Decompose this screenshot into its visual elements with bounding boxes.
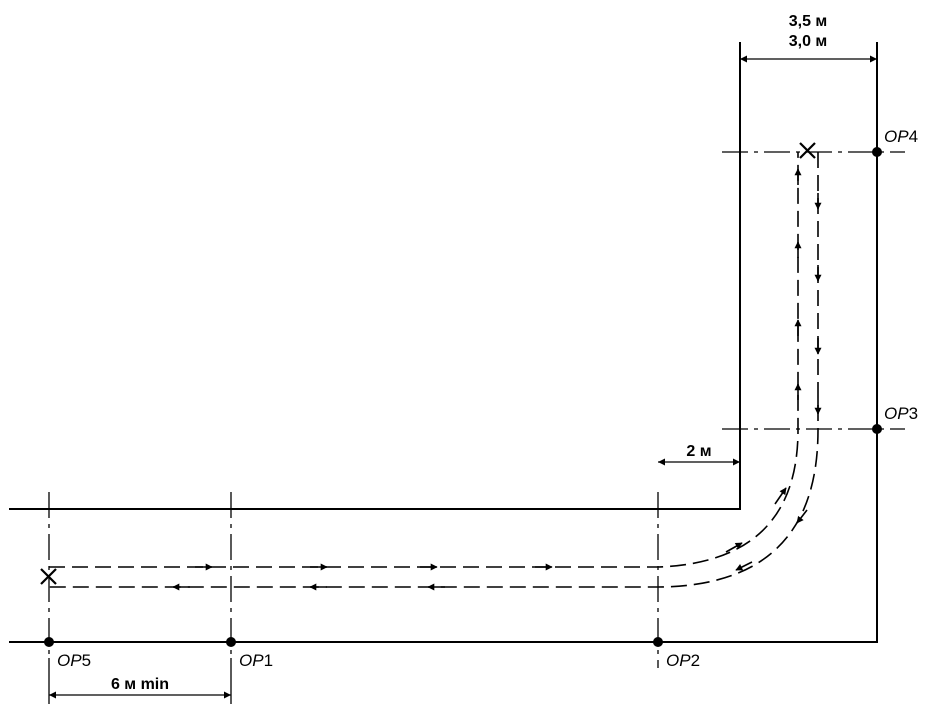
label-op1: OP1	[239, 651, 273, 670]
dimension-lane-width: 3,5 м 3,0 м	[740, 13, 877, 59]
dimension-offset: 2 м	[658, 443, 740, 462]
label-op5: OP5	[57, 651, 91, 670]
trajectory-return	[49, 152, 818, 587]
reference-points	[44, 147, 882, 647]
point-op1	[226, 637, 236, 647]
lane-boundaries	[10, 43, 877, 642]
vehicle-trajectory	[49, 152, 818, 587]
point-op2	[653, 637, 663, 647]
end-cross-icon	[800, 143, 815, 158]
point-op3	[872, 424, 882, 434]
label-op2: OP2	[666, 651, 700, 670]
arrow-curve-back-2	[736, 562, 752, 570]
label-op4: OP4	[884, 127, 918, 146]
reference-lines	[49, 152, 905, 668]
dimension-width-bottom-label: 3,0 м	[789, 33, 828, 50]
arrow-curve-out-2	[775, 488, 786, 504]
trajectory-outbound	[49, 152, 798, 567]
dimension-offset-label: 2 м	[686, 443, 711, 460]
point-op4	[872, 147, 882, 157]
point-op5	[44, 637, 54, 647]
arrow-curve-back-1	[797, 510, 807, 523]
dimension-width-top-label: 3,5 м	[789, 13, 828, 30]
dimension-min-length-label: 6 м min	[111, 676, 169, 693]
label-op3: OP3	[884, 404, 918, 423]
